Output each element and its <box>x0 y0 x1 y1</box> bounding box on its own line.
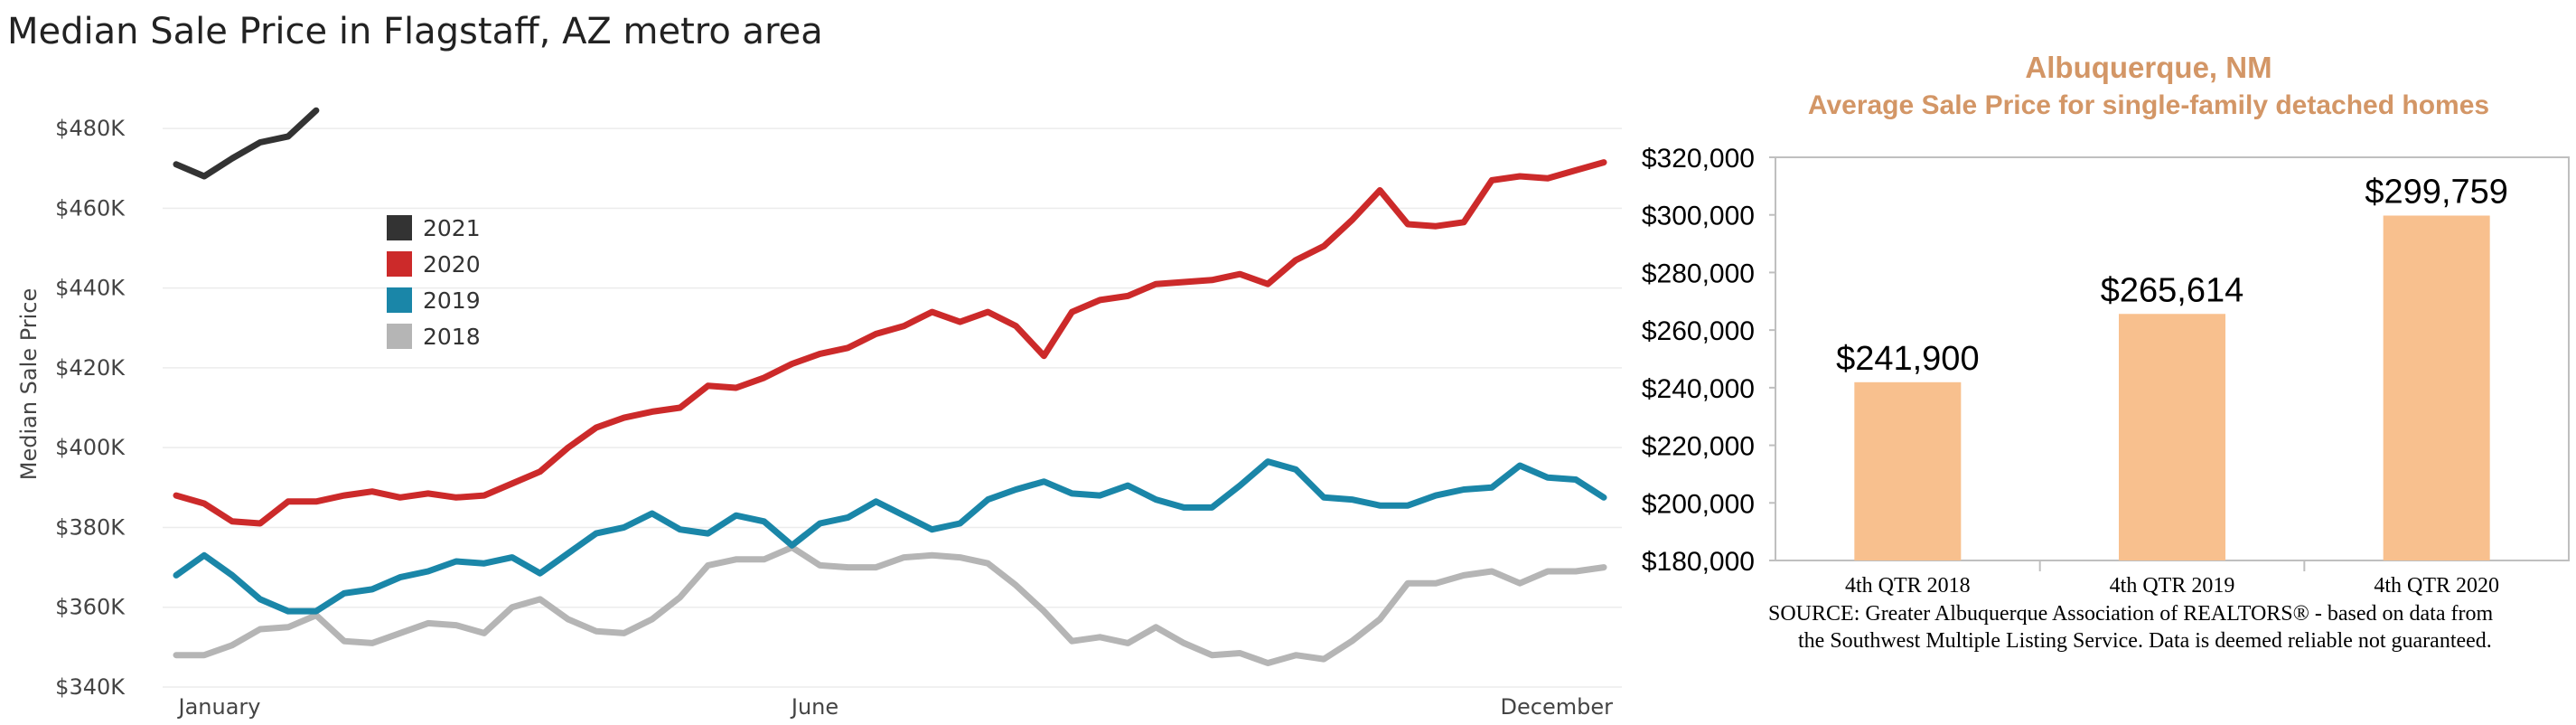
legend-label-2018: 2018 <box>423 324 481 350</box>
chart2-bar <box>1854 381 1962 560</box>
legend-label-2020: 2020 <box>423 251 481 278</box>
legend-swatch-2018 <box>387 324 412 349</box>
chart2-x-ticks: 4th QTR 2018 4th QTR 2019 4th QTR 2020 <box>1845 560 2499 598</box>
chart1-series-lines <box>173 107 1607 666</box>
chart1-legend: 2021 2020 2019 2018 <box>387 215 481 350</box>
chart2-y-tick-label: $220,000 <box>1642 432 1755 462</box>
chart2-y-tick-label: $240,000 <box>1642 374 1755 404</box>
chart1-x-tick-label: January <box>177 694 261 720</box>
chart2-y-tick-label: $300,000 <box>1642 202 1755 231</box>
chart2-bars: $241,900 $265,614 $299,759 <box>1836 173 2508 560</box>
chart2-title: Albuquerque, NM <box>2025 51 2272 84</box>
chart1-y-tick-label: $360K <box>55 595 126 620</box>
chart2-source-line-2: the Southwest Multiple Listing Service. … <box>1798 629 2492 653</box>
series-line-2018 <box>173 544 1607 666</box>
legend-swatch-2021 <box>387 215 412 240</box>
chart2-bar-value-label: $265,614 <box>2101 271 2244 309</box>
chart2-y-tick-label: $180,000 <box>1642 547 1755 577</box>
chart1-y-tick-label: $440K <box>55 276 126 301</box>
chart2-bar-value-label: $299,759 <box>2365 173 2508 211</box>
chart2-x-tick-label: 4th QTR 2018 <box>1845 574 1971 598</box>
chart2-y-tick-label: $260,000 <box>1642 316 1755 346</box>
chart1-y-ticks: $340K $360K $380K $400K $420K $440K $460K $480K <box>55 116 126 700</box>
chart1-y-tick-label: $380K <box>55 514 126 540</box>
albuquerque-bar-chart: Albuquerque, NM Average Sale Price for s… <box>1642 51 2570 653</box>
chart2-subtitle: Average Sale Price for single-family det… <box>1808 90 2489 120</box>
legend-swatch-2019 <box>387 287 412 313</box>
chart1-x-tick-label: June <box>790 694 838 720</box>
chart2-bar <box>2383 215 2490 560</box>
chart2-y-tick-label: $280,000 <box>1642 259 1755 288</box>
chart1-y-tick-label: $460K <box>55 195 126 221</box>
chart2-source-line-1: SOURCE: Greater Albuquerque Association … <box>1768 602 2493 626</box>
chart2-x-tick-label: 4th QTR 2019 <box>2110 574 2235 598</box>
legend-label-2019: 2019 <box>423 287 481 314</box>
chart1-title: Median Sale Price in Flagstaff, AZ metro… <box>7 11 823 52</box>
series-line-2021 <box>173 107 320 180</box>
chart1-y-tick-label: $480K <box>55 116 126 141</box>
chart1-gridlines <box>163 127 1622 688</box>
series-line-2019 <box>173 458 1607 615</box>
chart1-y-tick-label: $340K <box>55 674 126 700</box>
chart2-y-tick-label: $320,000 <box>1642 144 1755 174</box>
chart2-bar <box>2119 314 2225 560</box>
chart2-x-tick-label: 4th QTR 2020 <box>2374 574 2499 598</box>
chart1-y-tick-label: $420K <box>55 355 126 381</box>
chart1-x-tick-label: December <box>1501 694 1614 720</box>
chart1-x-ticks: January June December <box>177 694 1614 720</box>
chart2-y-tick-label: $200,000 <box>1642 489 1755 519</box>
flagstaff-line-chart: Median Sale Price in Flagstaff, AZ metro… <box>7 11 1622 720</box>
series-line-2020 <box>173 159 1607 527</box>
chart1-y-tick-label: $400K <box>55 435 126 460</box>
chart2-y-ticks: $180,000 $200,000 $220,000 $240,000 $260,000… <box>1642 144 1775 577</box>
legend-swatch-2020 <box>387 251 412 277</box>
chart2-bar-value-label: $241,900 <box>1836 340 1979 378</box>
legend-label-2021: 2021 <box>423 215 481 241</box>
chart1-y-axis-label: Median Sale Price <box>16 288 42 480</box>
